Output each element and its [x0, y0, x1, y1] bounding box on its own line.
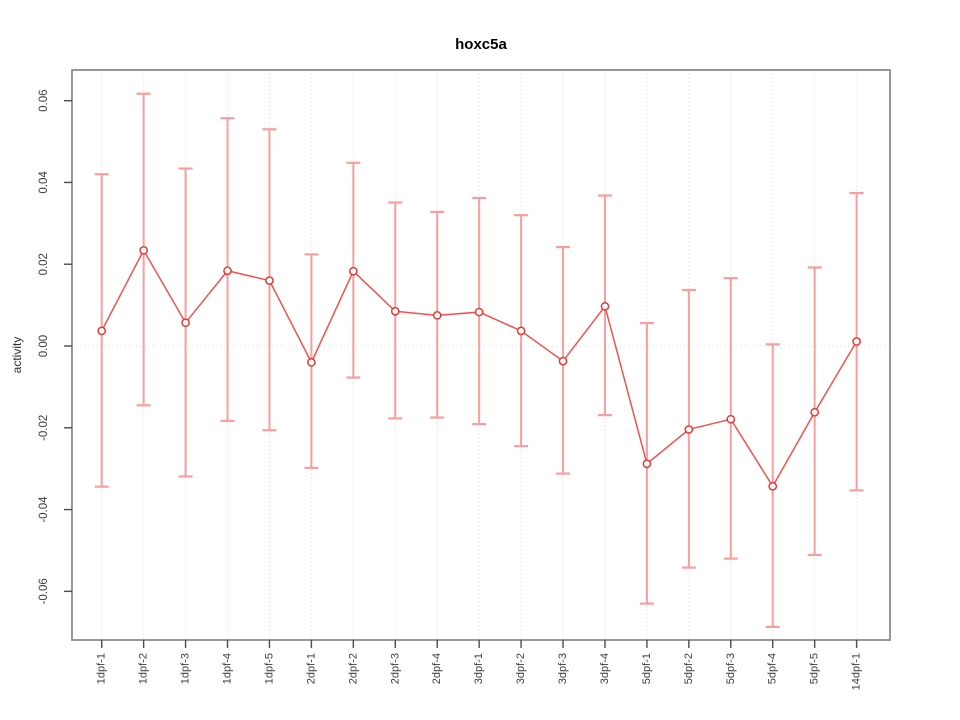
y-tick-label: 0.06: [38, 89, 50, 111]
data-point: [684, 425, 694, 434]
data-point: [390, 306, 400, 316]
data-point: [139, 245, 148, 255]
x-tick-label: 1dpf-2: [138, 653, 150, 684]
x-tick-label: 2dpf-1: [305, 653, 317, 684]
x-tick-label: 3dpf-4: [599, 653, 611, 684]
data-point: [726, 414, 736, 424]
data-point: [642, 459, 652, 469]
x-tick-label: 2dpf-3: [389, 653, 401, 684]
x-tick-label: 3dpf-1: [473, 653, 485, 684]
x-tick-label: 5dpf-5: [809, 653, 821, 684]
data-point: [516, 326, 526, 336]
data-point: [852, 337, 861, 346]
data-point: [307, 358, 316, 367]
data-point: [265, 276, 274, 285]
data-point: [810, 407, 820, 417]
x-tick-label: 14dpf-1: [851, 653, 863, 690]
y-tick-label: 0.00: [38, 335, 50, 357]
x-tick-label: 3dpf-2: [515, 653, 527, 684]
data-point: [348, 266, 358, 276]
x-tick-label: 1dpf-4: [222, 653, 234, 684]
data-point: [97, 326, 107, 336]
data-point: [600, 301, 610, 311]
chart-title: hoxc5a: [455, 36, 507, 53]
y-tick-label: -0.04: [38, 496, 50, 523]
y-tick-label: -0.02: [38, 415, 50, 441]
y-tick-label: 0.04: [38, 171, 50, 194]
data-point: [558, 356, 568, 366]
data-point: [432, 310, 442, 320]
x-tick-label: 2dpf-4: [431, 653, 443, 684]
x-tick-label: 1dpf-3: [180, 653, 192, 684]
x-tick-label: 5dpf-4: [767, 653, 779, 684]
x-tick-label: 1dpf-1: [96, 653, 108, 684]
x-tick-label: 5dpf-2: [683, 653, 695, 684]
data-point: [474, 307, 484, 317]
x-tick-label: 3dpf-3: [557, 653, 569, 684]
x-tick-label: 1dpf-5: [263, 653, 275, 684]
data-point: [768, 481, 778, 491]
x-tick-label: 5dpf-3: [725, 653, 737, 684]
data-point: [181, 318, 190, 328]
x-tick-label: 5dpf-1: [641, 653, 653, 684]
y-tick-label: 0.02: [38, 253, 50, 275]
y-tick-label: -0.06: [38, 578, 50, 604]
x-tick-label: 2dpf-2: [347, 653, 359, 684]
data-point: [223, 266, 232, 276]
plot-border: [71, 69, 891, 641]
